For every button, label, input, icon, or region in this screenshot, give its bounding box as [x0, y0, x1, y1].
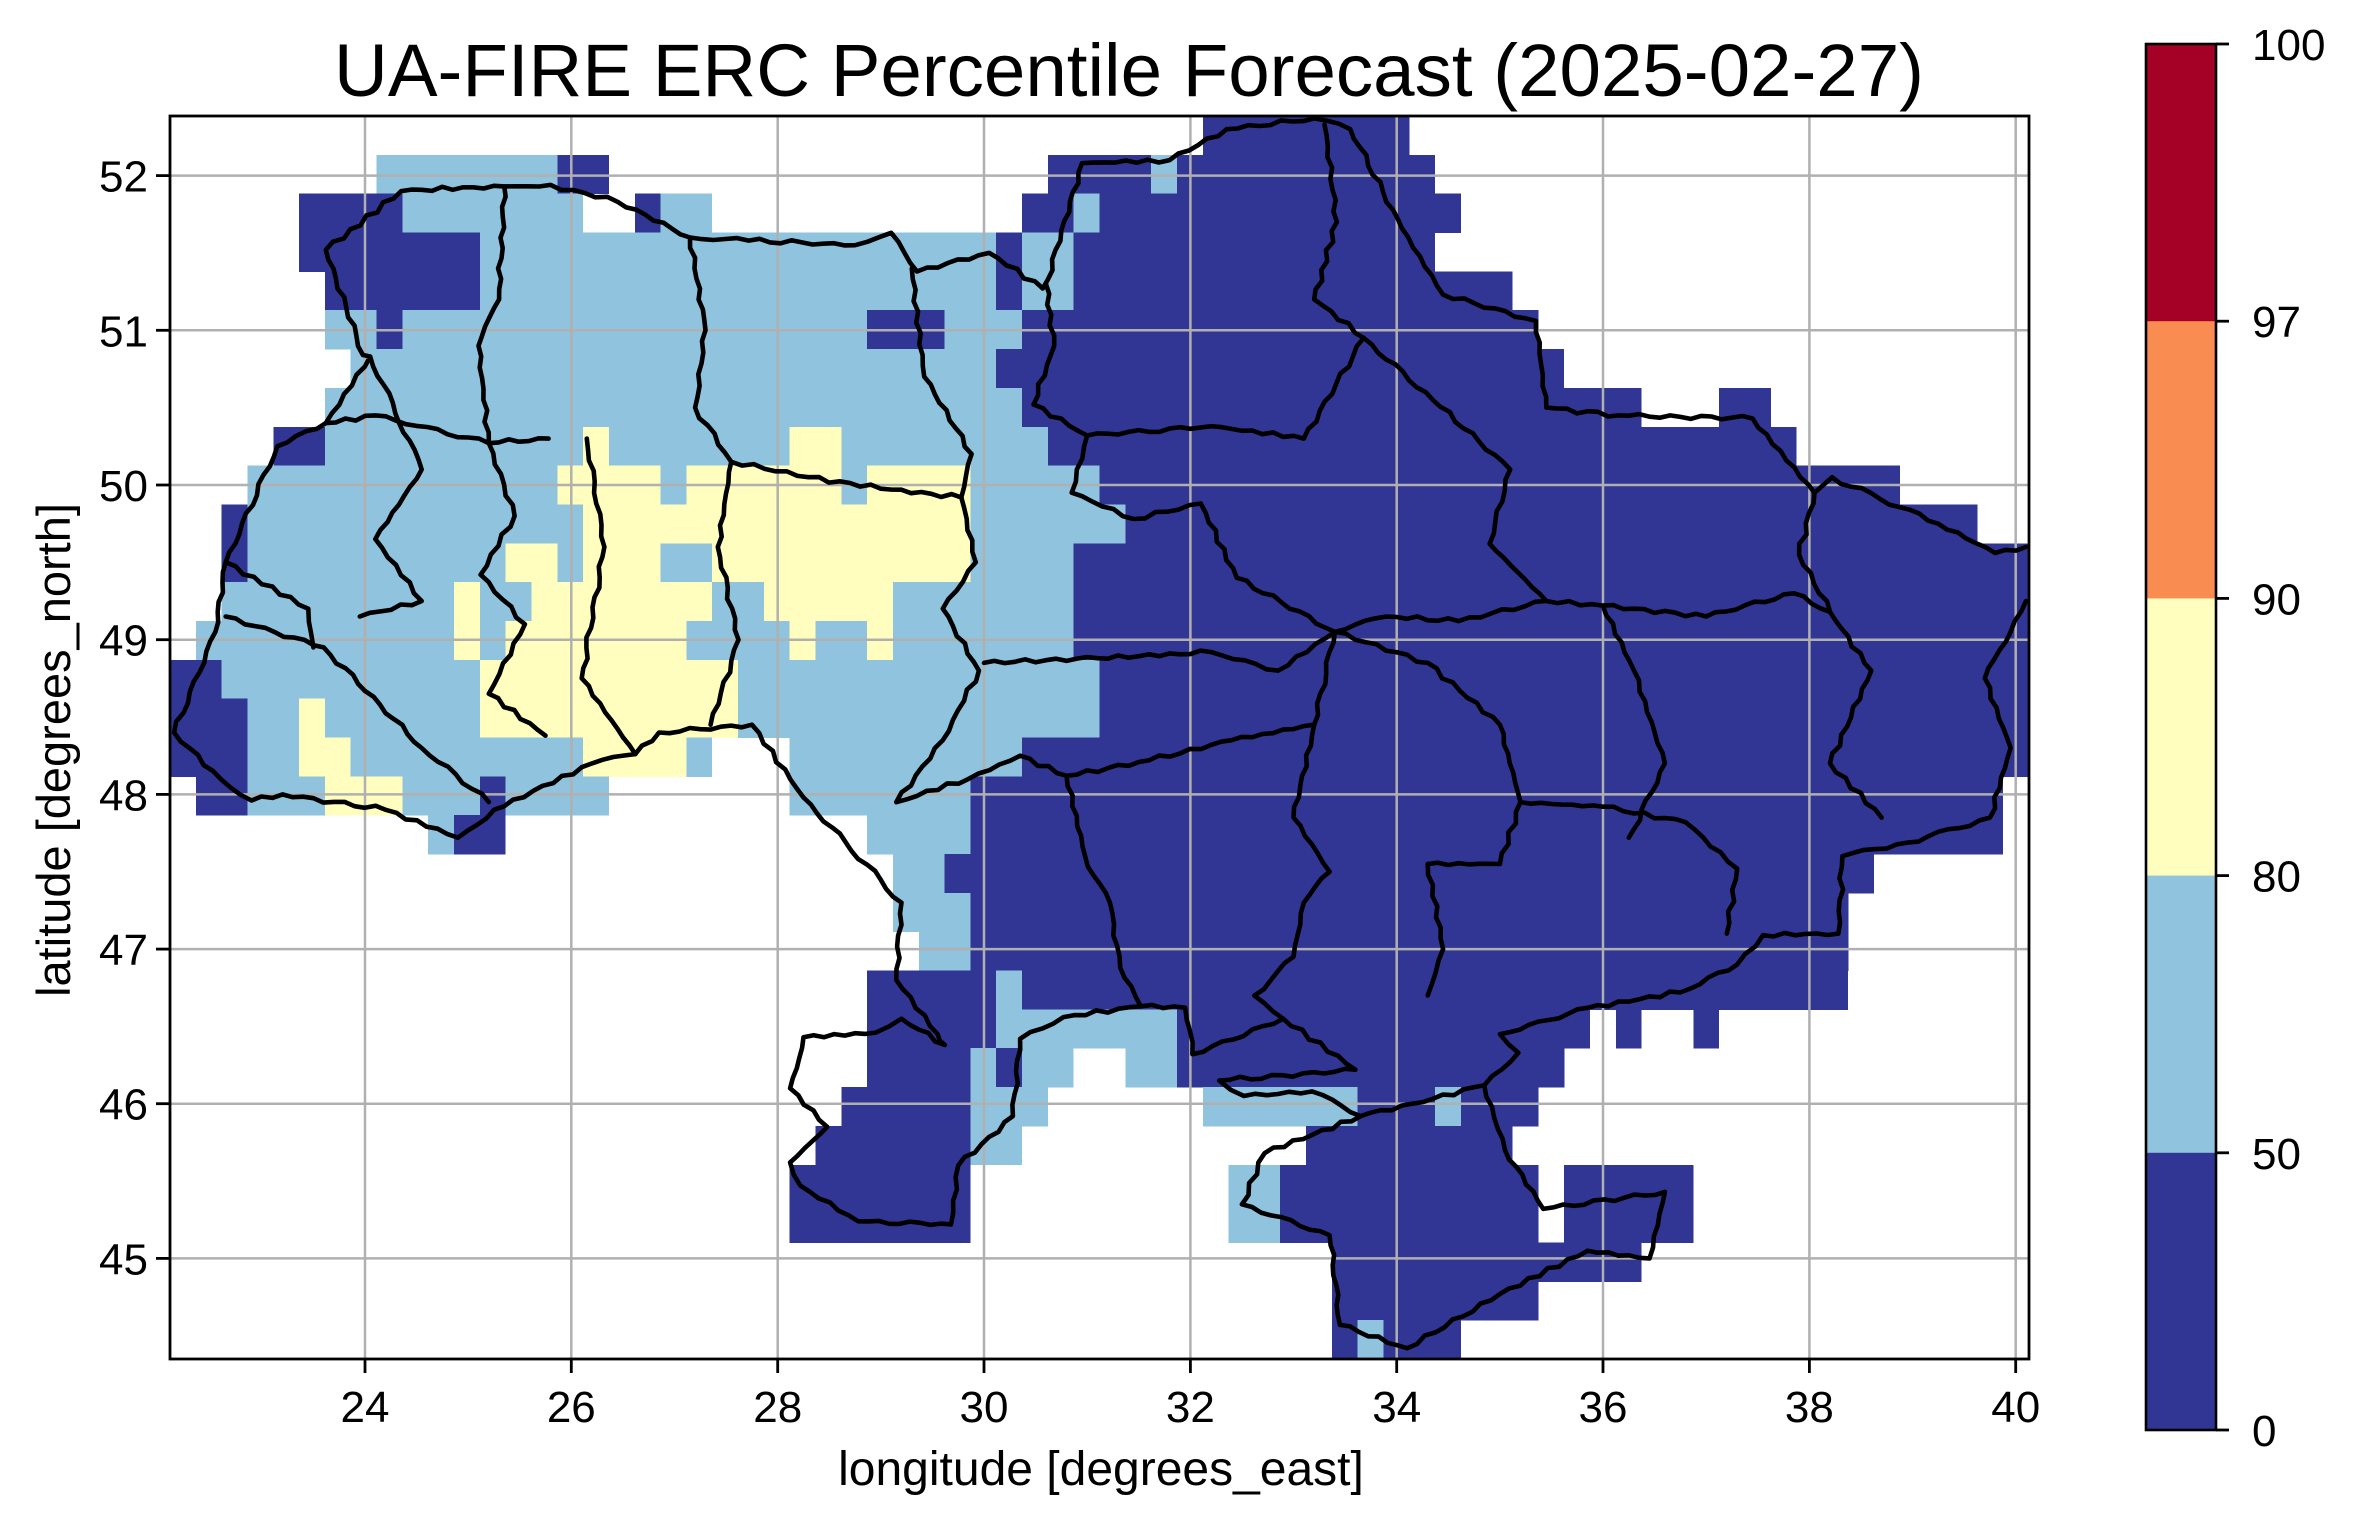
- svg-text:38: 38: [1785, 1383, 1834, 1432]
- svg-text:latitude [degrees_north]: latitude [degrees_north]: [27, 503, 80, 997]
- svg-text:51: 51: [99, 307, 148, 356]
- svg-text:45: 45: [99, 1235, 148, 1284]
- svg-text:100: 100: [2252, 21, 2325, 70]
- svg-text:97: 97: [2252, 298, 2301, 347]
- svg-text:47: 47: [99, 926, 148, 975]
- svg-text:50: 50: [2252, 1130, 2301, 1179]
- svg-text:0: 0: [2252, 1407, 2276, 1456]
- svg-text:80: 80: [2252, 853, 2301, 902]
- svg-text:48: 48: [99, 771, 148, 820]
- svg-text:50: 50: [99, 462, 148, 511]
- svg-text:40: 40: [1991, 1383, 2040, 1432]
- svg-text:24: 24: [341, 1383, 390, 1432]
- svg-text:32: 32: [1166, 1383, 1215, 1432]
- svg-text:49: 49: [99, 617, 148, 666]
- svg-text:26: 26: [547, 1383, 596, 1432]
- svg-text:90: 90: [2252, 575, 2301, 624]
- svg-text:UA-FIRE ERC Percentile Forecas: UA-FIRE ERC Percentile Forecast (2025-02…: [334, 29, 1924, 112]
- svg-text:46: 46: [99, 1081, 148, 1130]
- svg-text:30: 30: [960, 1383, 1009, 1432]
- svg-text:36: 36: [1579, 1383, 1628, 1432]
- svg-text:34: 34: [1372, 1383, 1421, 1432]
- svg-text:28: 28: [753, 1383, 802, 1432]
- svg-text:52: 52: [99, 153, 148, 202]
- svg-text:longitude [degrees_east]: longitude [degrees_east]: [838, 1443, 1364, 1496]
